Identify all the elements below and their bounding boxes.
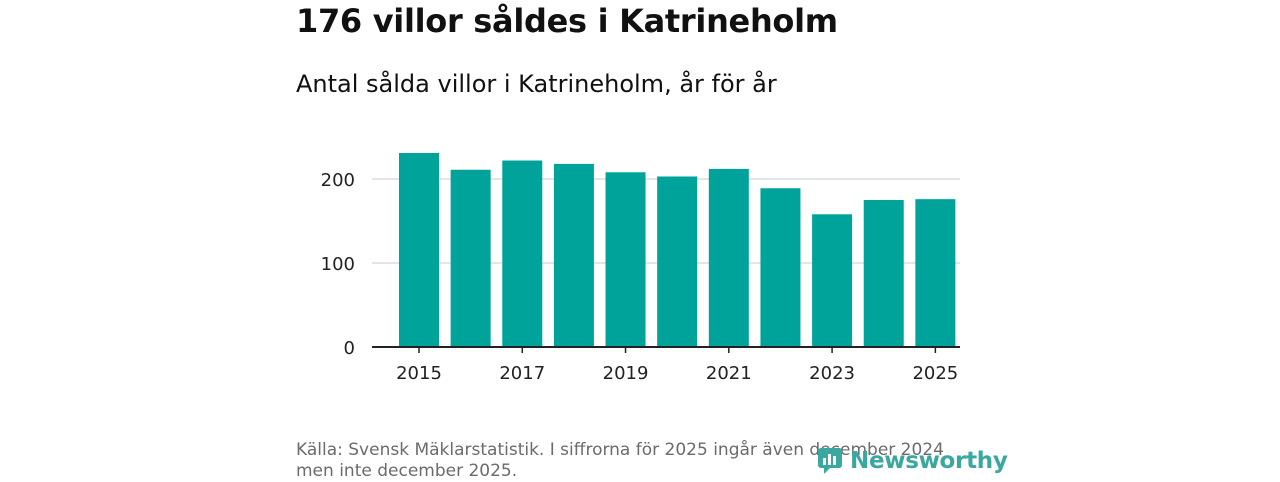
bar-2023	[812, 214, 853, 347]
bar-2024	[863, 200, 904, 347]
bar-2022	[760, 188, 801, 347]
x-tick-label: 2015	[396, 363, 442, 384]
x-tick-label: 2019	[603, 363, 649, 384]
bar-2025	[915, 199, 956, 347]
newsworthy-logo-icon	[818, 448, 842, 474]
y-tick-label: 0	[344, 338, 355, 359]
bar-2017	[502, 160, 543, 347]
x-tick-label: 2025	[912, 363, 958, 384]
y-tick-label: 200	[321, 170, 355, 191]
bar-2021	[708, 168, 749, 347]
y-tick-label: 100	[321, 254, 355, 275]
x-tick-label: 2023	[809, 363, 855, 384]
chart-subtitle: Antal sålda villor i Katrineholm, år för…	[296, 70, 777, 98]
newsworthy-logo: Newsworthy	[816, 446, 1008, 476]
bar-2019	[605, 172, 646, 347]
source-note: Källa: Svensk Mäklarstatistik. I siffror…	[296, 440, 944, 481]
x-tick-label: 2017	[499, 363, 545, 384]
bar-2016	[450, 169, 491, 347]
logo-text: Newsworthy	[850, 448, 1008, 474]
tick-labels: 0 100 200 2015 2017 2019 2021 2023 2025	[321, 170, 959, 384]
bar-2020	[657, 176, 698, 347]
bars	[399, 152, 956, 347]
axes	[372, 346, 960, 353]
chart-title: 176 villor såldes i Katrineholm	[296, 2, 838, 40]
x-tick-label: 2021	[706, 363, 752, 384]
bar-2015	[399, 152, 439, 347]
bar-2018	[553, 163, 594, 347]
